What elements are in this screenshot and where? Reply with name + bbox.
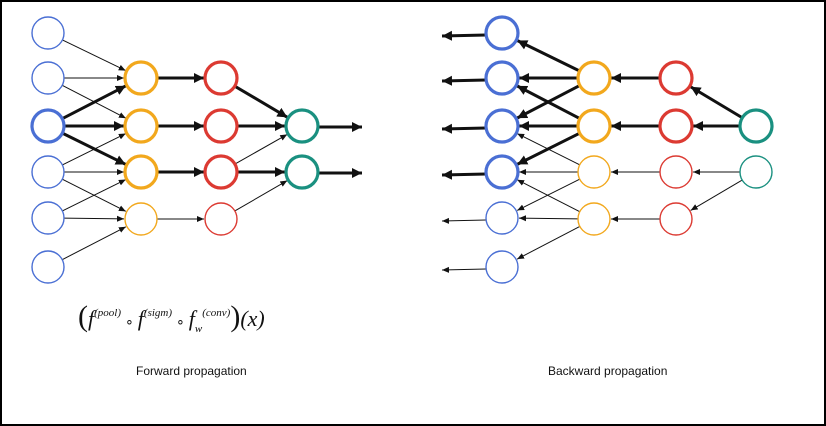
forward-edge-sigm-pool	[234, 133, 288, 165]
sigm-node	[203, 60, 239, 96]
pool-superscript: (pool)	[94, 307, 122, 319]
backward-edge-pool-sigm	[690, 179, 743, 211]
input-node	[485, 201, 519, 235]
input-node	[31, 155, 65, 189]
conv-node	[576, 108, 612, 144]
nodes-layer	[30, 15, 774, 284]
backward-edge-conv-input	[516, 84, 581, 120]
formula-argument: (x)	[240, 306, 265, 331]
backward-output-arrow	[441, 75, 487, 86]
input-node	[31, 16, 65, 50]
sigm-node	[203, 108, 239, 144]
conv-node	[577, 202, 611, 236]
forward-edge-input-conv	[63, 215, 125, 222]
backward-edge-conv-input	[516, 133, 580, 166]
input-node	[485, 250, 519, 284]
backward-edge-pool-sigm	[689, 85, 744, 120]
input-node	[484, 60, 520, 96]
forward-edge-input-conv	[61, 226, 127, 261]
input-node	[484, 154, 520, 190]
forward-edge-input-conv	[62, 39, 126, 72]
backward-output-arrow	[441, 123, 487, 134]
backward-output-arrow	[441, 30, 487, 41]
sigm-node	[203, 154, 239, 190]
sigm-node	[659, 155, 693, 189]
backward-edge-conv-input	[516, 178, 580, 211]
backward-edge-conv-input	[516, 225, 581, 260]
conv-node	[123, 108, 159, 144]
sigm-node	[204, 202, 238, 236]
sigm-node	[659, 202, 693, 236]
pool-node	[738, 108, 774, 144]
forward-edge-input-conv	[61, 131, 127, 166]
conv-node	[577, 155, 611, 189]
conv-node	[124, 202, 158, 236]
sigm-superscript: (sigm)	[143, 307, 173, 319]
conv-superscript: (conv)	[202, 307, 231, 319]
backward-output-arrow	[441, 217, 487, 224]
sigm-node	[658, 108, 694, 144]
w-subscript: w	[194, 323, 203, 335]
sigm-node	[658, 60, 694, 96]
backward-output-arrow	[441, 266, 487, 273]
backward-edge-conv-input	[518, 215, 579, 222]
forward-edge-sigm-pool	[234, 180, 288, 212]
edges-layer	[61, 30, 744, 273]
pool-node	[284, 154, 320, 190]
conv-node	[123, 60, 159, 96]
input-node	[484, 108, 520, 144]
backward-caption: Backward propagation	[548, 364, 668, 378]
conv-node	[576, 60, 612, 96]
backward-output-arrow	[441, 169, 487, 180]
composition-formula: (f(pool)∘ f(sigm)∘ fw(conv))(x)	[78, 300, 265, 335]
input-node	[30, 108, 66, 144]
input-node	[31, 250, 65, 284]
backward-edge-conv-input	[516, 39, 581, 73]
forward-caption: Forward propagation	[136, 364, 247, 378]
pool-node	[284, 108, 320, 144]
forward-edge-input-conv	[62, 178, 127, 212]
input-node	[484, 15, 520, 51]
backward-edge-conv-input	[516, 179, 580, 213]
forward-edge-input-conv	[61, 84, 127, 119]
pool-node	[739, 155, 773, 189]
forward-edge-sigm-pool	[233, 84, 289, 119]
conv-node	[123, 154, 159, 190]
input-node	[31, 201, 65, 235]
input-node	[31, 61, 65, 95]
